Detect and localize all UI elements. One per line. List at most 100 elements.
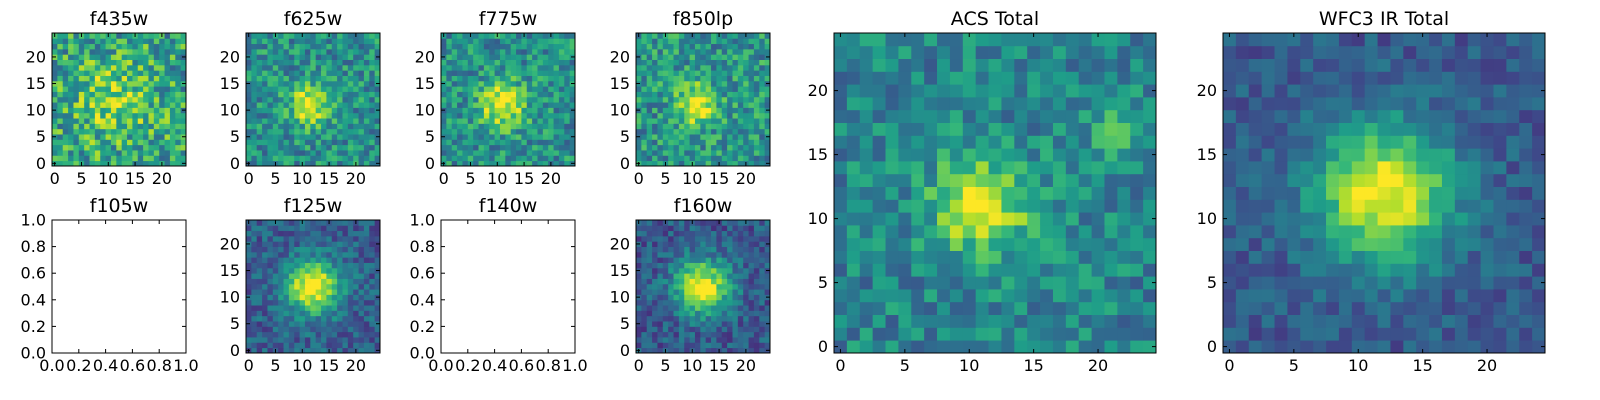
heatmap-cell <box>949 314 964 328</box>
heatmap-cell <box>636 75 642 82</box>
heatmap-cell <box>116 160 123 167</box>
heatmap-cell <box>1454 327 1469 341</box>
heatmap-cell <box>473 150 479 156</box>
heatmap-cell <box>1223 289 1237 303</box>
heatmap-cell <box>569 144 576 151</box>
heatmap-cell <box>315 225 322 232</box>
heatmap-cell <box>962 327 977 341</box>
heatmap-cell <box>1052 109 1067 123</box>
heatmap-cell <box>52 96 58 103</box>
heatmap-cell <box>347 107 354 114</box>
heatmap-cell <box>673 347 680 354</box>
heatmap-cell <box>143 160 149 167</box>
heatmap-cell <box>57 54 64 60</box>
heatmap-cell <box>369 54 376 60</box>
heatmap-cell <box>342 128 349 135</box>
heatmap-cell <box>646 91 653 98</box>
heatmap-cell <box>885 212 899 226</box>
heatmap-cell <box>251 289 258 295</box>
heatmap-cell <box>684 310 690 317</box>
heatmap-cell <box>872 84 886 98</box>
heatmap-cell <box>483 118 490 124</box>
heatmap-cell <box>1065 97 1080 111</box>
heatmap-cell <box>489 144 495 151</box>
heatmap-cell <box>1130 301 1144 315</box>
heatmap-cell <box>342 144 349 151</box>
heatmap-cell <box>1078 225 1092 239</box>
heatmap-cell <box>451 38 458 45</box>
heatmap-cell <box>732 54 739 60</box>
heatmap-cell <box>705 64 712 71</box>
heatmap-cell <box>294 150 300 156</box>
heatmap-cell <box>721 246 728 253</box>
heatmap-cell <box>975 327 989 341</box>
heatmap-cell <box>137 48 144 55</box>
heatmap-cell <box>705 315 712 322</box>
heatmap-cell <box>558 118 565 124</box>
heatmap-cell <box>542 86 549 92</box>
heatmap-cell <box>84 91 90 98</box>
heatmap-cell <box>962 33 977 47</box>
heatmap-cell <box>73 160 80 167</box>
heatmap-cell <box>272 342 279 349</box>
heatmap-cell <box>347 337 354 343</box>
heatmap-cell <box>304 267 311 274</box>
heatmap-cell <box>542 48 549 55</box>
heatmap-cell <box>299 315 306 322</box>
heatmap-cell <box>1532 289 1546 303</box>
heatmap-cell <box>278 54 284 60</box>
heatmap-cell <box>451 54 458 60</box>
heatmap-cell <box>137 102 144 108</box>
heatmap-cell <box>1338 212 1353 226</box>
heatmap-cell <box>310 283 317 290</box>
heatmap-cell <box>641 299 648 306</box>
heatmap-cell <box>299 54 306 60</box>
heatmap-cell <box>272 246 279 253</box>
heatmap-cell <box>753 273 760 279</box>
heatmap-cell <box>764 262 771 269</box>
heatmap-cell <box>537 54 544 60</box>
heatmap-cell <box>689 155 696 162</box>
x-tick-label: 0 <box>634 169 644 188</box>
heatmap-cell <box>662 278 669 285</box>
heatmap-cell <box>526 75 533 82</box>
heatmap-cell <box>1364 289 1378 303</box>
heatmap-cell <box>262 48 268 55</box>
heatmap-cell <box>753 342 760 349</box>
heatmap-cell <box>872 135 886 149</box>
heatmap-cell <box>358 283 365 290</box>
heatmap-cell <box>1480 199 1494 213</box>
heatmap-cell <box>451 102 458 108</box>
heatmap-cell <box>478 64 485 71</box>
heatmap-cell <box>1403 237 1417 251</box>
heatmap-cell <box>342 75 349 82</box>
heatmap-cell <box>564 107 571 114</box>
heatmap-cell <box>132 75 139 82</box>
heatmap-cell <box>668 241 674 247</box>
heatmap-cell <box>1416 327 1430 341</box>
heatmap-cell <box>558 70 565 76</box>
heatmap-cell <box>711 225 717 232</box>
heatmap-cell <box>283 139 290 146</box>
heatmap-cell <box>73 150 80 156</box>
heatmap-cell <box>1104 71 1118 85</box>
heatmap-cell <box>1506 237 1520 251</box>
x-tick-label: 0.0 <box>428 356 453 375</box>
heatmap-cell <box>363 86 370 92</box>
heatmap-cell <box>668 102 674 108</box>
heatmap-cell <box>347 160 354 167</box>
heatmap-cell <box>267 144 274 151</box>
heatmap-cell <box>764 33 771 39</box>
heatmap-cell <box>1078 250 1092 264</box>
heatmap-cell <box>451 123 458 130</box>
heatmap-cell <box>299 75 306 82</box>
heatmap-cell <box>110 64 117 71</box>
heatmap-cell <box>753 337 760 343</box>
heatmap-cell <box>294 139 300 146</box>
heatmap-cell <box>278 48 284 55</box>
heatmap-cell <box>89 155 96 162</box>
heatmap-cell <box>521 112 528 119</box>
heatmap-cell <box>326 283 333 290</box>
heatmap-cell <box>662 54 669 60</box>
heatmap-cell <box>510 112 517 119</box>
